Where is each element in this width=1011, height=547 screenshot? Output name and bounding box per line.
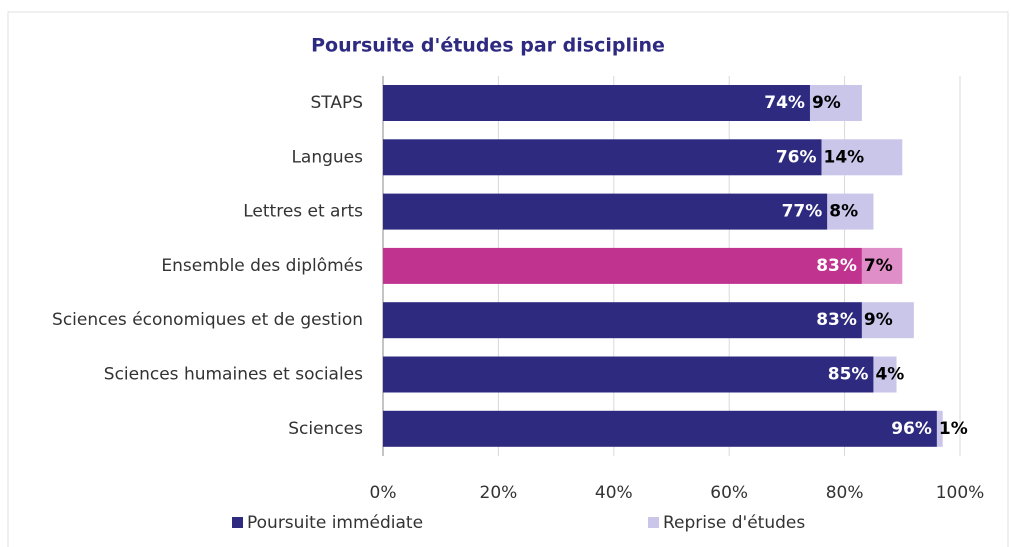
y-tick-label: Langues [291, 147, 363, 167]
y-tick-label: Ensemble des diplômés [161, 256, 363, 276]
bar-segment [383, 410, 937, 447]
bar-segment [383, 193, 828, 230]
value-label: 9% [812, 93, 841, 113]
value-label: 7% [864, 256, 893, 276]
value-label: 83% [816, 256, 857, 276]
bar-segment [383, 85, 810, 121]
legend-label: Reprise d'études [663, 513, 805, 533]
bar-segment [861, 247, 903, 284]
value-label: 96% [891, 419, 932, 439]
value-label: 8% [829, 202, 858, 222]
legend-swatch [648, 517, 659, 528]
x-tick-label: 0% [370, 483, 397, 503]
bar-segment [873, 356, 897, 393]
bar-segment [827, 193, 874, 230]
value-label: 4% [875, 365, 904, 385]
legend-label: Poursuite immédiate [247, 513, 423, 533]
y-tick-label: Sciences humaines et sociales [104, 365, 363, 385]
x-tick-label: 20% [480, 483, 518, 503]
value-label: 1% [939, 419, 968, 439]
value-label: 74% [764, 93, 805, 113]
value-label: 76% [776, 147, 817, 167]
value-label: 9% [864, 310, 893, 330]
y-tick-label: Sciences [288, 419, 363, 439]
bar-segment [383, 139, 822, 176]
x-tick-label: 80% [826, 483, 864, 503]
bar-segment [383, 247, 862, 284]
bar-segment [936, 410, 943, 447]
bar-segment [861, 302, 914, 339]
x-tick-label: 60% [710, 483, 748, 503]
bar-segment [821, 139, 903, 176]
x-tick-label: 100% [936, 483, 985, 503]
chart-title: Poursuite d'études par discipline [311, 35, 665, 57]
bar-segment [809, 85, 862, 121]
value-label: 77% [782, 202, 823, 222]
chart-frame [7, 11, 1009, 547]
y-tick-label: Lettres et arts [243, 202, 363, 222]
bar-segment [383, 302, 862, 339]
x-tick-label: 40% [595, 483, 633, 503]
value-label: 14% [824, 147, 865, 167]
value-label: 83% [816, 310, 857, 330]
y-tick-label: Sciences économiques et de gestion [52, 310, 363, 330]
legend-swatch [232, 517, 243, 528]
value-label: 85% [828, 365, 869, 385]
y-tick-label: STAPS [310, 93, 363, 113]
bar-segment [383, 356, 874, 393]
